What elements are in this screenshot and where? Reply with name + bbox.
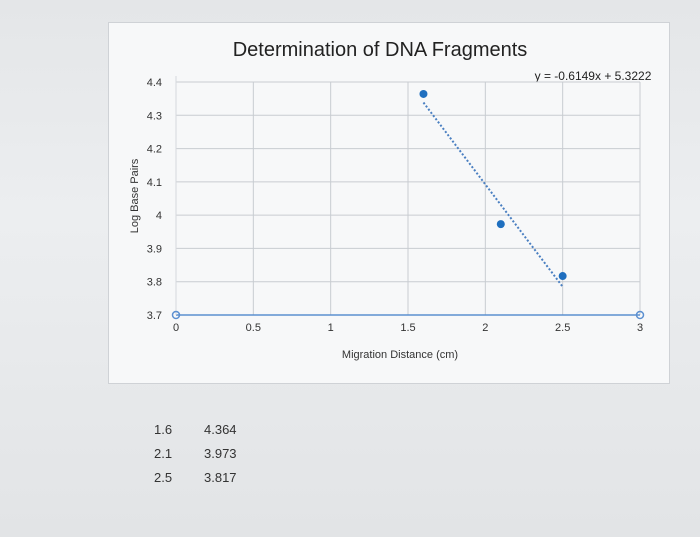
x-tick-label: 1.5 <box>400 322 415 334</box>
tick-labels: 3.7 3.8 3.9 4 4.1 4.2 4.3 4.4 0 0.5 1 1.5 2 2.5 3 <box>147 77 643 334</box>
axis-endpoint <box>635 310 645 320</box>
y-tick-label: 3.9 <box>147 243 162 255</box>
x-tick-label: 2 <box>482 322 488 334</box>
x-tick-label: 1 <box>328 322 334 334</box>
table-cell: 2.5 <box>154 470 173 485</box>
table-cell: 3.973 <box>204 446 237 461</box>
data-point <box>419 89 428 98</box>
gridlines <box>176 81 641 315</box>
table-cell: 1.6 <box>154 422 173 437</box>
x-axis-label: Migration Distance (cm) <box>342 349 458 361</box>
trendline-line <box>422 101 564 288</box>
trendline-label: y = -0.6149x + 5.3222 <box>535 69 652 83</box>
y-tick-label: 4.3 <box>147 110 162 122</box>
axis-endpoint <box>171 310 181 320</box>
y-tick-label: 4.1 <box>147 177 162 189</box>
table-cell: 3.817 <box>204 470 237 485</box>
data-points <box>419 89 567 281</box>
chart-title: Determination of DNA Fragments <box>233 39 528 61</box>
x-tick-label: 2.5 <box>555 322 570 334</box>
y-tick-label: 4 <box>156 210 162 222</box>
x-tick-label: 0.5 <box>246 322 261 334</box>
x-tick-label: 3 <box>637 322 643 334</box>
y-axis-label: Log Base Pairs <box>129 158 141 233</box>
y-tick-label: 4.2 <box>147 144 162 156</box>
trendline <box>422 101 564 288</box>
table-cell: 4.364 <box>204 422 237 437</box>
axes <box>171 76 645 320</box>
y-tick-label: 4.4 <box>147 77 162 89</box>
data-point <box>496 220 505 229</box>
x-tick-label: 0 <box>173 322 179 334</box>
data-point <box>558 272 567 281</box>
y-tick-label: 3.8 <box>147 277 162 289</box>
table-cell: 2.1 <box>154 446 173 461</box>
y-tick-label: 3.7 <box>147 310 162 322</box>
